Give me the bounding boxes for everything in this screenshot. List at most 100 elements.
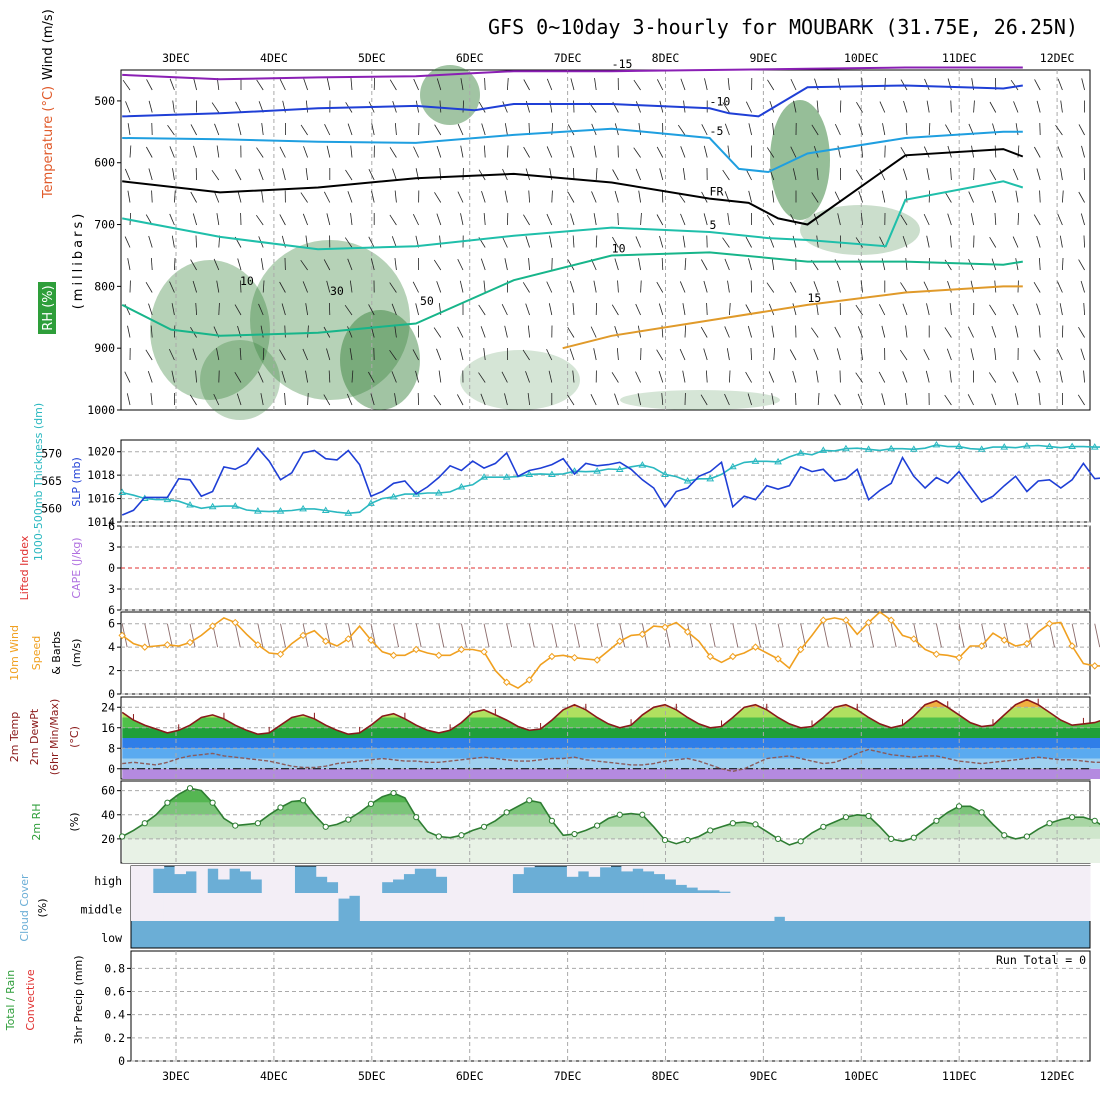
wind-barb xyxy=(349,348,353,361)
clear-sky-cell xyxy=(1057,866,1069,893)
x-tick-label-bottom: 4DEC xyxy=(260,1069,288,1083)
wind-barb xyxy=(349,280,353,293)
wind-barb xyxy=(747,325,752,338)
y-tick-label: 0.8 xyxy=(104,961,125,975)
wind-barb xyxy=(323,259,331,271)
wind-barb xyxy=(523,79,530,91)
wind-barb xyxy=(837,280,841,293)
wind-speed-point xyxy=(932,650,941,658)
clear-sky-cell xyxy=(795,893,808,921)
surface-wind-barb xyxy=(687,623,694,648)
wind-barb xyxy=(262,280,265,293)
wind-barb xyxy=(284,393,286,406)
wind-barb xyxy=(501,304,508,316)
wind-barb xyxy=(926,168,930,181)
clear-sky-cell xyxy=(730,866,742,893)
wind-barb xyxy=(594,78,597,91)
x-tick-label-bottom: 6DEC xyxy=(456,1069,484,1083)
wind-barb xyxy=(546,146,553,158)
wind-barb xyxy=(147,371,153,383)
wind-barb xyxy=(148,168,153,181)
wind-barb xyxy=(590,394,597,406)
y-tick-label: 3 xyxy=(108,582,115,596)
wind-speed-point xyxy=(1000,636,1008,644)
clear-sky-cell xyxy=(904,893,917,921)
wind-barb xyxy=(745,371,752,383)
wind-barb xyxy=(638,190,641,203)
wind-barb xyxy=(792,168,797,181)
thickness-point xyxy=(683,477,692,484)
clear-sky-cell xyxy=(327,866,339,883)
rh-point xyxy=(888,835,895,842)
wind-barb xyxy=(528,190,530,203)
wind-barb xyxy=(879,101,886,113)
wind-barb xyxy=(614,190,619,203)
wind-barb xyxy=(989,169,997,181)
x-tick-label-bottom: 9DEC xyxy=(750,1069,778,1083)
wind-barb xyxy=(926,235,930,248)
wind-barb xyxy=(567,124,575,136)
thickness-point xyxy=(1090,443,1099,450)
wind-barb xyxy=(1015,190,1019,203)
wind-barb xyxy=(878,371,886,383)
wind-barb xyxy=(1083,370,1085,383)
surface-wind-barb xyxy=(822,623,829,648)
clear-sky-cell xyxy=(686,893,699,921)
rh-blob xyxy=(250,240,410,400)
wind-barb xyxy=(682,370,686,383)
wind-barb xyxy=(994,213,997,226)
wind-speed-point xyxy=(796,645,805,654)
wind-speed-point xyxy=(751,643,760,651)
wind-barb xyxy=(658,370,664,383)
clear-sky-cell xyxy=(447,893,459,921)
rh-point xyxy=(458,832,465,839)
rh-blob xyxy=(150,260,270,400)
clear-sky-cell xyxy=(425,893,437,921)
wind-barb xyxy=(994,348,997,361)
clear-sky-cell xyxy=(414,866,426,869)
contour-label: 5 xyxy=(710,218,717,232)
clear-sky-cell xyxy=(196,893,208,921)
wind-barb xyxy=(433,394,442,406)
temp-axis-label-4: (°C) xyxy=(68,726,81,748)
wind-barb xyxy=(1057,281,1063,293)
temperature-contour xyxy=(122,84,1023,118)
wind-barb xyxy=(151,190,153,203)
clear-sky-cell xyxy=(566,893,579,921)
x-tick-label-bottom: 7DEC xyxy=(554,1069,582,1083)
x-tick-label-bottom: 12DEC xyxy=(1040,1069,1075,1083)
wind-barb xyxy=(347,123,353,136)
clear-sky-cell xyxy=(512,866,524,875)
clear-sky-cell xyxy=(981,866,993,893)
wind-barb xyxy=(768,371,775,383)
wind-barb xyxy=(858,191,863,203)
clear-sky-cell xyxy=(185,866,197,872)
wind-barb xyxy=(480,258,486,271)
contour-label: -5 xyxy=(710,124,724,138)
wind-barb xyxy=(436,145,442,158)
clear-sky-cell xyxy=(795,866,808,893)
wind-barb xyxy=(967,394,974,406)
rh-point xyxy=(503,809,510,816)
wind-barb xyxy=(837,213,841,226)
wind-barb xyxy=(722,169,730,181)
wind-barb xyxy=(391,303,397,316)
x-tick-label-top: 6DEC xyxy=(456,51,484,65)
wind-speed-point xyxy=(480,648,488,656)
clear-sky-cell xyxy=(926,893,938,921)
clear-sky-cell xyxy=(141,866,154,893)
humidity-gridlines xyxy=(121,781,1090,863)
wind-barb xyxy=(1078,327,1085,338)
wind-speed-point xyxy=(457,645,466,654)
clear-sky-cell xyxy=(229,866,241,869)
wind-barb xyxy=(189,394,197,406)
clear-sky-cell xyxy=(316,893,328,921)
clear-sky-cell xyxy=(991,866,1004,893)
wind-barb xyxy=(748,190,752,203)
clear-sky-cell xyxy=(588,866,601,877)
wind-barb xyxy=(659,235,664,248)
y-tick-label: 1014 xyxy=(87,515,115,529)
clear-sky-cell xyxy=(545,893,557,921)
wind-barb xyxy=(324,124,331,136)
wind-barb xyxy=(635,303,641,316)
